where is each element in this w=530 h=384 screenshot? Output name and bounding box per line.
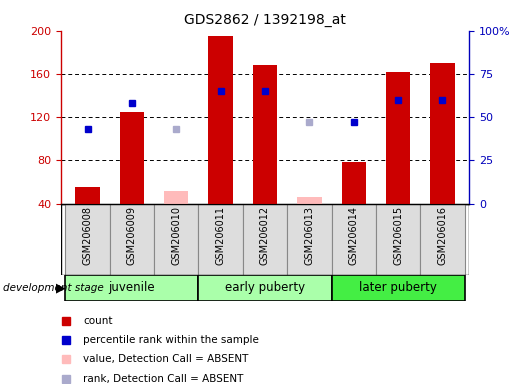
Bar xyxy=(430,63,455,204)
Bar xyxy=(297,197,322,204)
Title: GDS2862 / 1392198_at: GDS2862 / 1392198_at xyxy=(184,13,346,27)
Text: GSM206016: GSM206016 xyxy=(437,206,447,265)
Bar xyxy=(110,204,154,275)
Bar xyxy=(120,112,144,204)
Bar xyxy=(341,162,366,204)
Text: development stage: development stage xyxy=(3,283,103,293)
Bar xyxy=(243,204,287,275)
Bar xyxy=(253,65,277,204)
Text: value, Detection Call = ABSENT: value, Detection Call = ABSENT xyxy=(83,354,249,364)
Text: GSM206010: GSM206010 xyxy=(171,206,181,265)
Text: juvenile: juvenile xyxy=(109,281,155,295)
Bar xyxy=(75,187,100,204)
Bar xyxy=(386,72,410,204)
Bar xyxy=(420,204,465,275)
Text: ▶: ▶ xyxy=(56,281,65,295)
Text: GSM206012: GSM206012 xyxy=(260,206,270,265)
Bar xyxy=(287,204,332,275)
Bar xyxy=(332,204,376,275)
Text: GSM206009: GSM206009 xyxy=(127,206,137,265)
Text: count: count xyxy=(83,316,112,326)
Text: GSM206015: GSM206015 xyxy=(393,206,403,265)
Bar xyxy=(376,204,420,275)
Bar xyxy=(65,204,110,275)
Bar xyxy=(198,275,332,301)
Bar xyxy=(164,190,189,204)
Text: GSM206013: GSM206013 xyxy=(304,206,314,265)
Bar xyxy=(208,36,233,204)
Text: GSM206011: GSM206011 xyxy=(216,206,226,265)
Text: percentile rank within the sample: percentile rank within the sample xyxy=(83,335,259,345)
Bar xyxy=(332,275,465,301)
Bar xyxy=(65,275,198,301)
Text: GSM206008: GSM206008 xyxy=(83,206,93,265)
Text: early puberty: early puberty xyxy=(225,281,305,295)
Text: later puberty: later puberty xyxy=(359,281,437,295)
Bar xyxy=(154,204,198,275)
Bar xyxy=(198,204,243,275)
Text: rank, Detection Call = ABSENT: rank, Detection Call = ABSENT xyxy=(83,374,243,384)
Text: GSM206014: GSM206014 xyxy=(349,206,359,265)
